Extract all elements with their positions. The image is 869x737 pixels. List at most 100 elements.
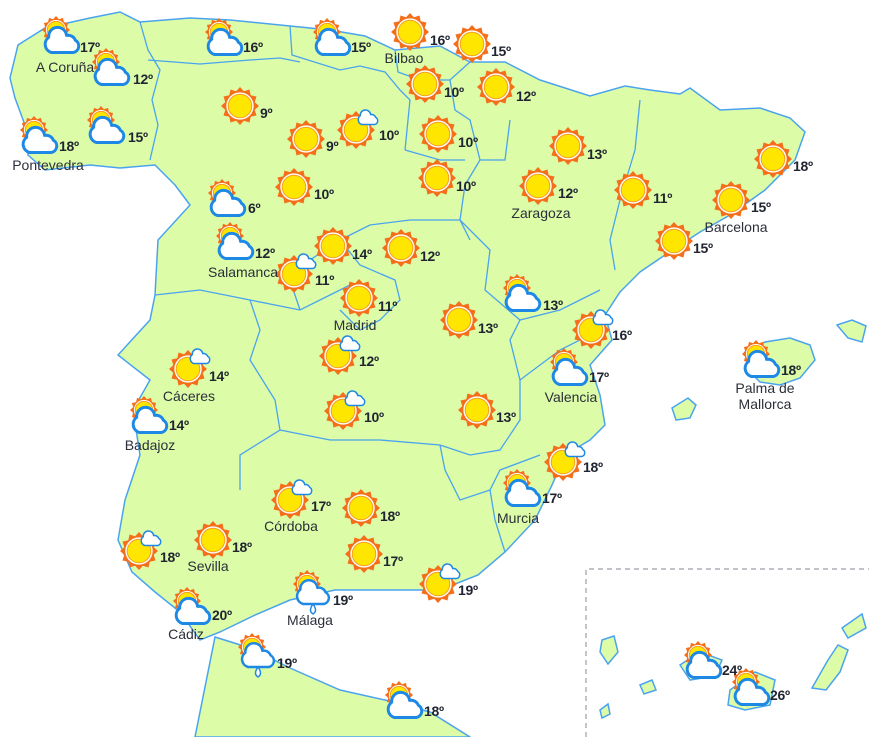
forecast-sun-cloud-icon[interactable] xyxy=(87,106,126,144)
forecast-sun-cloud-rain-icon[interactable] xyxy=(238,633,276,678)
forecast-sun-icon[interactable] xyxy=(655,222,693,260)
forecast-sun-small-cloud-icon[interactable] xyxy=(271,479,313,519)
forecast-sun-small-cloud-icon[interactable] xyxy=(419,563,461,603)
forecast-sun-small-cloud-icon[interactable] xyxy=(275,253,317,293)
cloud-icon xyxy=(240,641,276,669)
forecast-sun-icon[interactable] xyxy=(314,227,352,265)
cloud-icon xyxy=(504,478,542,507)
forecast-sun-icon[interactable] xyxy=(549,127,587,165)
forecast-sun-icon[interactable] xyxy=(406,65,444,103)
forecast-sun-cloud-icon[interactable] xyxy=(742,340,781,378)
city-label: A Coruña xyxy=(35,59,95,75)
city-label: Palma de Mallorca xyxy=(735,380,795,412)
temperature: 11º xyxy=(315,272,335,288)
forecast-sun-icon[interactable] xyxy=(418,159,456,197)
temperature: 17º xyxy=(383,553,403,569)
forecast-sun-cloud-icon[interactable] xyxy=(732,668,771,706)
forecast-sun-small-cloud-icon[interactable] xyxy=(337,109,379,149)
forecast-sun-cloud-rain-icon[interactable] xyxy=(293,570,331,615)
forecast-sun-icon[interactable] xyxy=(614,171,652,209)
cloud-icon xyxy=(592,309,614,326)
cloud-icon xyxy=(209,188,247,217)
forecast-sun-icon[interactable] xyxy=(382,229,420,267)
temperature: 20º xyxy=(212,607,232,623)
forecast-sun-icon[interactable] xyxy=(287,120,325,158)
canary-island xyxy=(599,702,611,720)
sun-icon xyxy=(549,127,587,165)
forecast-sun-small-cloud-icon[interactable] xyxy=(319,335,361,375)
region-border xyxy=(439,444,541,501)
forecast-sun-icon[interactable] xyxy=(712,181,750,219)
forecast-sun-cloud-icon[interactable] xyxy=(385,681,424,719)
forecast-sun-cloud-icon[interactable] xyxy=(684,641,723,679)
temperature: 15º xyxy=(491,43,511,59)
cloud-icon xyxy=(439,563,461,580)
forecast-sun-icon[interactable] xyxy=(340,279,378,317)
cloud-icon xyxy=(564,441,586,458)
forecast-sun-icon[interactable] xyxy=(221,87,259,125)
cloud-icon xyxy=(295,253,317,270)
forecast-sun-icon[interactable] xyxy=(391,13,429,51)
sun-icon xyxy=(519,167,557,205)
temperature: 12º xyxy=(420,248,440,264)
forecast-sun-cloud-icon[interactable] xyxy=(173,587,212,625)
forecast-sun-small-cloud-icon[interactable] xyxy=(169,348,211,388)
forecast-sun-cloud-icon[interactable] xyxy=(92,48,131,86)
africa-land xyxy=(194,636,472,737)
temperature: 10º xyxy=(364,409,384,425)
forecast-sun-cloud-icon[interactable] xyxy=(20,116,59,154)
forecast-sun-icon[interactable] xyxy=(342,489,380,527)
temperature: 18º xyxy=(793,158,813,174)
forecast-sun-small-cloud-icon[interactable] xyxy=(572,309,614,349)
forecast-sun-cloud-icon[interactable] xyxy=(313,18,352,56)
forecast-sun-icon[interactable] xyxy=(275,168,313,206)
cloud-icon xyxy=(344,390,366,407)
cloud-icon xyxy=(206,27,244,56)
cloud-icon xyxy=(189,348,211,365)
forecast-sun-small-cloud-icon[interactable] xyxy=(120,530,162,570)
temperature: 18º xyxy=(59,138,79,154)
canary-inset-frame xyxy=(585,568,869,737)
canary-island xyxy=(599,635,619,666)
temperature: 11º xyxy=(653,190,673,206)
forecast-sun-cloud-icon[interactable] xyxy=(503,469,542,507)
forecast-sun-icon[interactable] xyxy=(754,140,792,178)
forecast-sun-cloud-icon[interactable] xyxy=(503,274,542,312)
temperature: 9º xyxy=(326,138,339,154)
forecast-sun-cloud-icon[interactable] xyxy=(130,396,169,434)
temperature: 11º xyxy=(378,298,398,314)
temperature: 14º xyxy=(352,246,372,262)
forecast-sun-icon[interactable] xyxy=(453,25,491,63)
forecast-sun-icon[interactable] xyxy=(194,521,232,559)
forecast-sun-cloud-icon[interactable] xyxy=(208,179,247,217)
region-border xyxy=(147,57,301,65)
temperature: 19º xyxy=(277,655,297,671)
temperature: 9º xyxy=(260,105,273,121)
forecast-sun-small-cloud-icon[interactable] xyxy=(324,390,366,430)
forecast-sun-cloud-icon[interactable] xyxy=(42,16,81,54)
menorca-land xyxy=(835,319,867,343)
forecast-sun-icon[interactable] xyxy=(440,301,478,339)
forecast-sun-icon[interactable] xyxy=(345,535,383,573)
forecast-sun-cloud-icon[interactable] xyxy=(205,18,244,56)
sun-icon xyxy=(314,227,352,265)
city-label: Valencia xyxy=(544,389,598,405)
forecast-sun-cloud-icon[interactable] xyxy=(550,348,589,386)
forecast-sun-icon[interactable] xyxy=(458,391,496,429)
forecast-sun-small-cloud-icon[interactable] xyxy=(544,441,586,481)
city-label: Zaragoza xyxy=(511,205,571,221)
forecast-sun-cloud-icon[interactable] xyxy=(216,222,255,260)
forecast-sun-icon[interactable] xyxy=(419,115,457,153)
forecast-sun-icon[interactable] xyxy=(519,167,557,205)
temperature: 14º xyxy=(209,368,229,384)
temperature: 12º xyxy=(255,245,275,261)
forecast-sun-icon[interactable] xyxy=(477,68,515,106)
region-border xyxy=(404,149,465,161)
canary-island xyxy=(810,644,849,691)
sun-icon xyxy=(458,391,496,429)
temperature: 17º xyxy=(542,490,562,506)
city-label: Málaga xyxy=(287,612,333,628)
city-label: Sevilla xyxy=(187,558,229,574)
cloud-icon xyxy=(217,231,255,260)
cloud-icon xyxy=(21,125,59,154)
